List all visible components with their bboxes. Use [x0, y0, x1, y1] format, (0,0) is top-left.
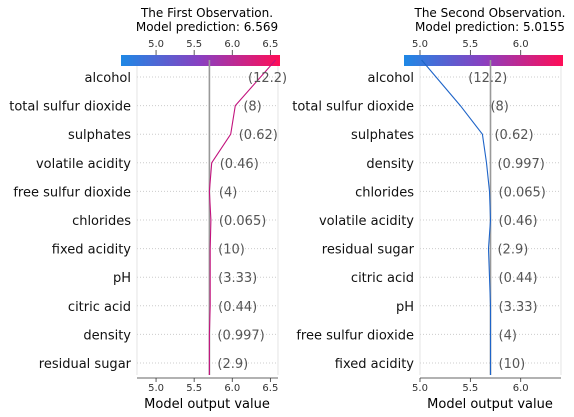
feature-label: sulphates — [351, 128, 414, 143]
bottom-ticks: 5.0 5.5 6.0 — [412, 378, 529, 394]
feature-value: (0.46) — [499, 214, 538, 229]
feature-value: (0.065) — [499, 185, 546, 200]
tick-label-bottom: 5.5 — [462, 383, 478, 394]
feature-values: (12.2) (8) (0.62) (0.997) (0.065) (0.46) (2.9)… — [468, 71, 546, 372]
feature-value: (0.62) — [239, 128, 278, 143]
panel-title-line1: The Second Observation. — [414, 6, 566, 20]
tick-label-top: 6.5 — [262, 39, 278, 50]
feature-label: fixed acidity — [52, 243, 132, 258]
tick-label-top: 5.0 — [412, 39, 428, 50]
feature-label: density — [366, 157, 414, 172]
tick-label-bottom: 5.0 — [148, 383, 164, 394]
feature-label: pH — [113, 271, 131, 286]
tick-label-bottom: 5.5 — [186, 383, 202, 394]
feature-label: alcohol — [85, 71, 131, 86]
color-bar — [121, 55, 280, 66]
feature-label: alcohol — [368, 71, 414, 86]
color-bar-rect — [121, 55, 280, 66]
tick-label-top: 5.5 — [462, 39, 478, 50]
feature-label: volatile acidity — [36, 157, 131, 172]
feature-label: free sulfur dioxide — [296, 328, 414, 343]
grid-lines — [419, 62, 562, 379]
grid-lines — [136, 62, 279, 379]
feature-label: pH — [396, 300, 414, 315]
feature-label: free sulfur dioxide — [13, 185, 131, 200]
feature-value: (3.33) — [218, 271, 257, 286]
x-axis-label: Model output value — [144, 397, 270, 412]
feature-value: (0.46) — [220, 157, 259, 172]
feature-label: citric acid — [68, 300, 131, 315]
panel-second-observation: The Second Observation. Model prediction… — [292, 6, 565, 412]
feature-label: density — [83, 328, 131, 343]
feature-label: residual sugar — [322, 243, 415, 258]
feature-value: (10) — [499, 357, 526, 372]
decision-path — [421, 59, 492, 375]
feature-value: (4) — [219, 185, 237, 200]
feature-value: (8) — [243, 100, 261, 115]
feature-label: total sulfur dioxide — [292, 100, 414, 115]
panel-title-line2: Model prediction: 6.569 — [136, 20, 278, 34]
feature-value: (12.2) — [468, 71, 507, 86]
tick-label-bottom: 6.5 — [262, 383, 278, 394]
tick-label-top: 6.0 — [224, 39, 240, 50]
feature-value: (0.997) — [217, 328, 264, 343]
feature-value: (0.997) — [497, 157, 544, 172]
bottom-ticks: 5.0 5.5 6.0 6.5 — [148, 378, 278, 394]
feature-value: (2.9) — [497, 243, 528, 258]
tick-label-bottom: 5.0 — [412, 383, 428, 394]
feature-values: (12.2) (8) (0.62) (0.46) (4) (0.065) (10) (3.33… — [217, 71, 287, 372]
feature-label: volatile acidity — [319, 214, 414, 229]
color-bar — [404, 55, 563, 66]
decision-path — [208, 59, 277, 375]
tick-label-top: 5.0 — [148, 39, 164, 50]
decision-path-line — [208, 59, 277, 375]
feature-value: (0.44) — [499, 271, 538, 286]
feature-value: (8) — [490, 100, 508, 115]
decision-path-line — [421, 59, 492, 375]
feature-label: sulphates — [68, 128, 131, 143]
top-ticks: 5.0 5.5 6.0 6.5 — [148, 39, 278, 55]
panel-title-line2: Model prediction: 5.0155 — [415, 20, 565, 34]
tick-label-bottom: 6.0 — [513, 383, 529, 394]
feature-label: total sulfur dioxide — [9, 100, 131, 115]
panel-title-line1: The First Observation. — [140, 6, 273, 20]
top-ticks: 5.0 5.5 6.0 — [412, 39, 529, 55]
x-axis-label: Model output value — [427, 397, 553, 412]
panel-first-observation: The First Observation. Model prediction:… — [9, 6, 287, 412]
feature-label: fixed acidity — [335, 357, 415, 372]
feature-value: (0.065) — [219, 214, 266, 229]
feature-value: (0.44) — [218, 300, 257, 315]
feature-labels: alcohol total sulfur dioxide sulphates vola… — [9, 71, 131, 372]
feature-label: residual sugar — [39, 357, 132, 372]
color-bar-rect — [404, 55, 563, 66]
feature-labels: alcohol total sulfur dioxide sulphates dens… — [292, 71, 414, 372]
feature-label: chlorides — [355, 185, 414, 200]
feature-value: (4) — [499, 328, 517, 343]
tick-label-bottom: 6.0 — [224, 383, 240, 394]
feature-value: (2.9) — [217, 357, 248, 372]
tick-label-top: 5.5 — [186, 39, 202, 50]
feature-label: citric acid — [351, 271, 414, 286]
feature-value: (10) — [218, 243, 245, 258]
tick-label-top: 6.0 — [513, 39, 529, 50]
feature-value: (3.33) — [499, 300, 538, 315]
feature-value: (12.2) — [248, 71, 287, 86]
feature-value: (0.62) — [494, 128, 533, 143]
feature-label: chlorides — [72, 214, 131, 229]
